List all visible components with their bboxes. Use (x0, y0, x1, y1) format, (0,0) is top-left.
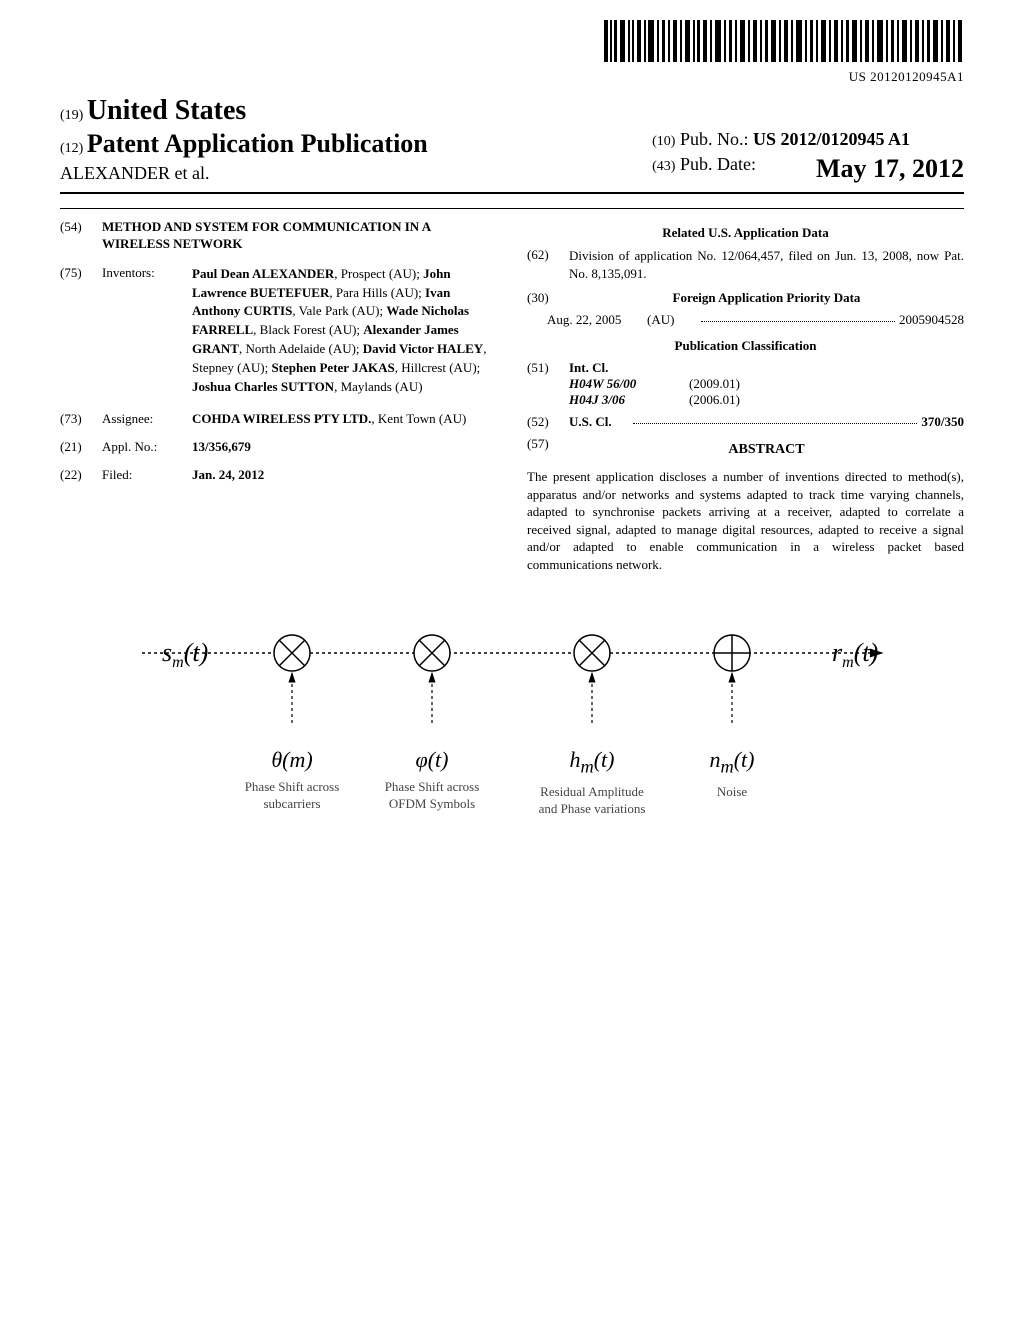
country-name: United States (87, 95, 246, 126)
barcode-icon (604, 20, 964, 62)
int-cl-code: H04W 56/00 (569, 376, 689, 392)
divider-thin (60, 208, 964, 209)
dots-icon (701, 312, 895, 322)
authors-line: ALEXANDER et al. (60, 163, 428, 184)
pub-no-label: Pub. No.: (680, 129, 749, 149)
int-cl-year: (2009.01) (689, 376, 740, 392)
int-cl-field: (51) Int. Cl. H04W 56/00(2009.01)H04J 3/… (527, 360, 964, 408)
right-column: Related U.S. Application Data (62) Divis… (527, 219, 964, 573)
inventor-entry: Stephen Peter JAKAS, Hillcrest (AU); (271, 360, 480, 375)
figure-stage-label: hm(t)Residual Amplitude and Phase variat… (532, 747, 652, 817)
division-text: Division of application No. 12/064,457, … (569, 247, 964, 282)
int-cl-row: H04J 3/06(2006.01) (569, 392, 964, 408)
title-num: (54) (60, 219, 102, 253)
barcode-region: US 20120120945A1 (60, 20, 964, 85)
division-num: (62) (527, 247, 569, 282)
svg-text:rm(t): rm(t) (832, 638, 878, 671)
us-cl-label: U.S. Cl. (569, 414, 629, 430)
pub-no-prefix: (10) (652, 134, 675, 149)
appl-no-num: (21) (60, 439, 102, 455)
header: (19) United States (12) Patent Applicati… (60, 95, 964, 184)
assignee-value: COHDA WIRELESS PTY LTD., Kent Town (AU) (192, 411, 497, 427)
assignee-num: (73) (60, 411, 102, 427)
pub-type-prefix: (12) (60, 141, 83, 156)
assignee-field: (73) Assignee: COHDA WIRELESS PTY LTD., … (60, 411, 497, 427)
inventors-label: Inventors: (102, 265, 192, 397)
pub-type: Patent Application Publication (87, 129, 428, 158)
appl-no-field: (21) Appl. No.: 13/356,679 (60, 439, 497, 455)
appl-no-label: Appl. No.: (102, 439, 192, 455)
title-field: (54) METHOD AND SYSTEM FOR COMMUNICATION… (60, 219, 497, 253)
signal-flow-diagram: sm(t) rm(t) (132, 613, 892, 743)
pub-date-value: May 17, 2012 (816, 154, 964, 184)
abstract-heading: ABSTRACT (569, 442, 964, 458)
assignee-name: COHDA WIRELESS PTY LTD. (192, 411, 371, 426)
foreign-number: 2005904528 (899, 312, 964, 328)
country-prefix: (19) (60, 108, 83, 123)
pub-date-label: Pub. Date: (680, 154, 756, 174)
int-cl-year: (2006.01) (689, 392, 740, 408)
inventors-field: (75) Inventors: Paul Dean ALEXANDER, Pro… (60, 265, 497, 397)
division-field: (62) Division of application No. 12/064,… (527, 247, 964, 282)
us-cl-field: (52) U.S. Cl. 370/350 (527, 414, 964, 430)
foreign-heading-row: (30) Foreign Application Priority Data (527, 290, 964, 306)
related-heading: Related U.S. Application Data (527, 225, 964, 241)
abstract-text: The present application discloses a numb… (527, 468, 964, 573)
foreign-country: (AU) (647, 312, 697, 328)
assignee-label: Assignee: (102, 411, 192, 427)
filed-field: (22) Filed: Jan. 24, 2012 (60, 467, 497, 483)
int-cl-num: (51) (527, 360, 569, 408)
foreign-row: Aug. 22, 2005 (AU) 2005904528 (547, 312, 964, 328)
appl-no-value: 13/356,679 (192, 439, 497, 455)
foreign-heading: Foreign Application Priority Data (569, 290, 964, 306)
assignee-loc: Kent Town (AU) (378, 411, 466, 426)
abstract-heading-row: (57) ABSTRACT (527, 436, 964, 462)
inventor-entry: Joshua Charles SUTTON, Maylands (AU) (192, 379, 423, 394)
figure-stage-label: φ(t)Phase Shift across OFDM Symbols (372, 747, 492, 813)
figure-stage-label: θ(m)Phase Shift across subcarriers (232, 747, 352, 813)
us-cl-num: (52) (527, 414, 569, 430)
abstract-num: (57) (527, 436, 569, 462)
body-columns: (54) METHOD AND SYSTEM FOR COMMUNICATION… (60, 219, 964, 573)
foreign-num: (30) (527, 290, 569, 306)
us-cl-value: 370/350 (921, 414, 964, 430)
dots-icon (633, 414, 917, 424)
pub-no-value: US 2012/0120945 A1 (753, 129, 910, 149)
inventors-value: Paul Dean ALEXANDER, Prospect (AU); John… (192, 265, 497, 397)
inventor-entry: Paul Dean ALEXANDER, Prospect (AU); (192, 266, 423, 281)
divider-thick (60, 192, 964, 194)
filed-num: (22) (60, 467, 102, 483)
left-column: (54) METHOD AND SYSTEM FOR COMMUNICATION… (60, 219, 497, 573)
int-cl-row: H04W 56/00(2009.01) (569, 376, 964, 392)
pub-date-prefix: (43) (652, 159, 675, 174)
barcode-number: US 20120120945A1 (60, 69, 964, 85)
int-cl-code: H04J 3/06 (569, 392, 689, 408)
int-cl-label: Int. Cl. (569, 360, 964, 376)
foreign-date: Aug. 22, 2005 (547, 312, 647, 328)
inventors-num: (75) (60, 265, 102, 397)
figure-stage-label: nm(t)Noise (672, 747, 792, 800)
pub-class-heading: Publication Classification (527, 338, 964, 354)
filed-label: Filed: (102, 467, 192, 483)
title-value: METHOD AND SYSTEM FOR COMMUNICATION IN A… (102, 219, 497, 253)
svg-text:sm(t): sm(t) (162, 638, 208, 671)
filed-value: Jan. 24, 2012 (192, 467, 497, 483)
figure: sm(t) rm(t) θ(m)Phase Shift across subca… (60, 613, 964, 837)
